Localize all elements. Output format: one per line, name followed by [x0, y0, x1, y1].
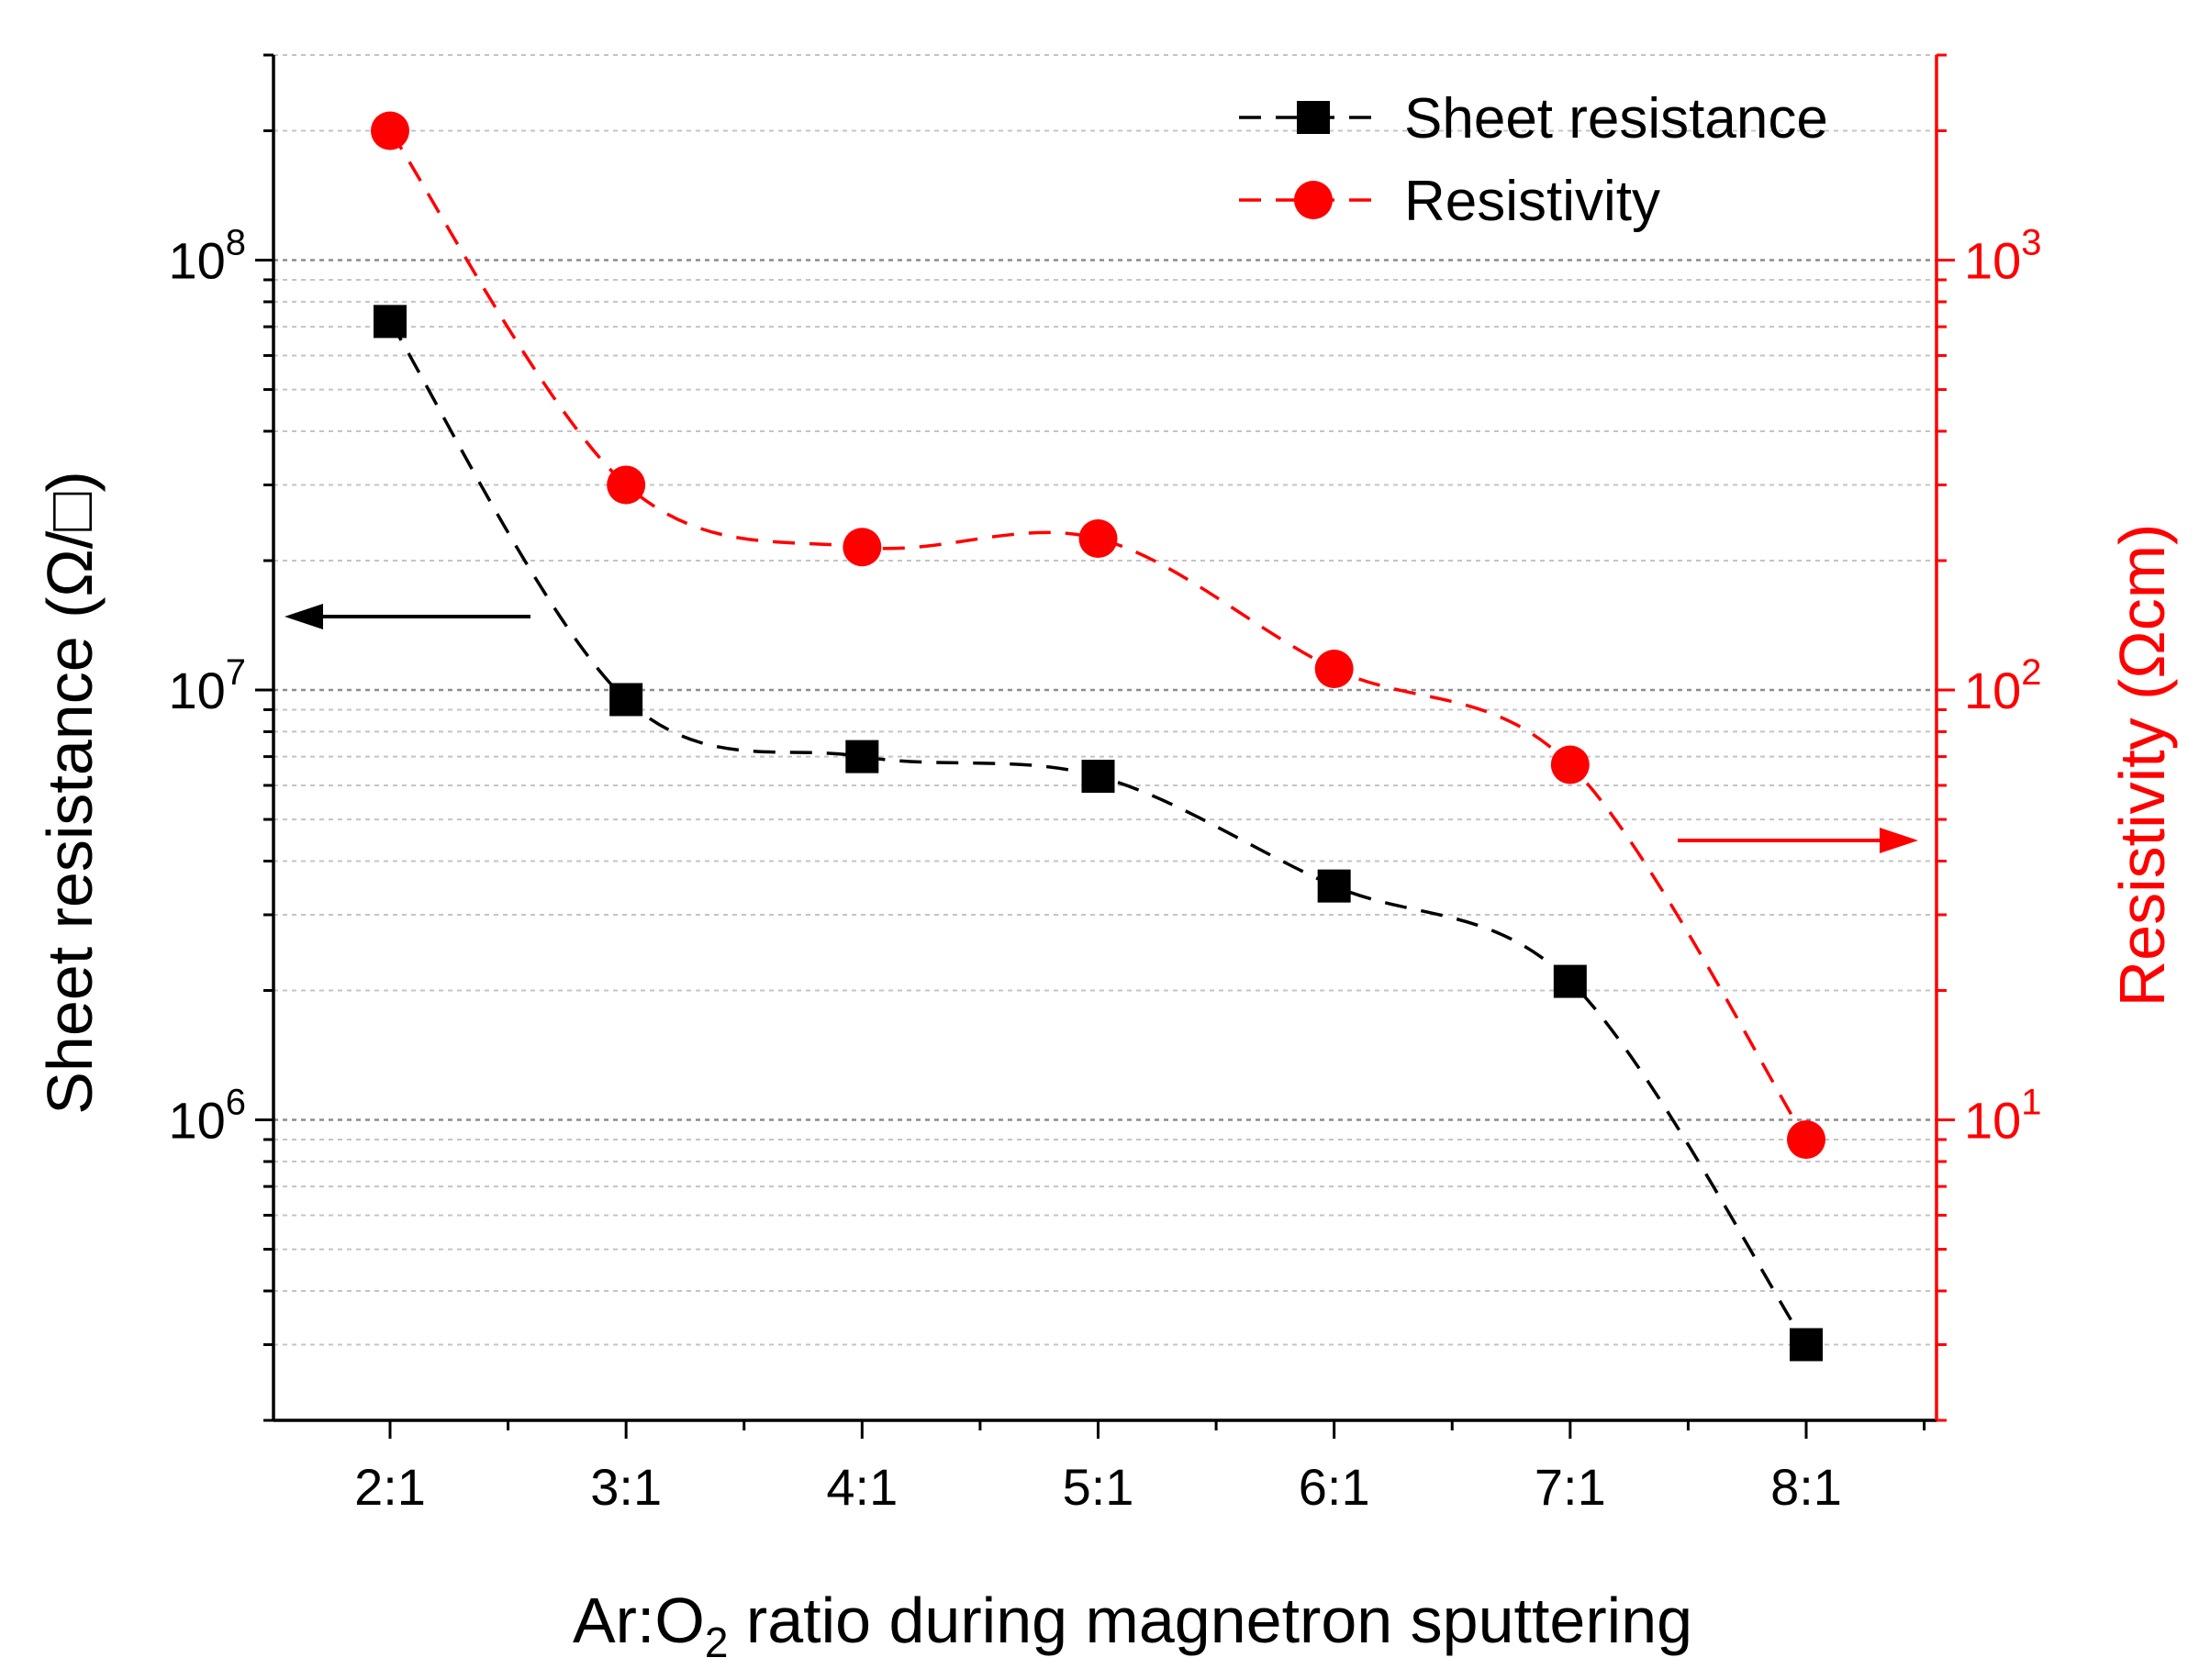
right-tick-label: 101	[1964, 1083, 2042, 1150]
sheet-resistance-point	[609, 683, 643, 717]
x-tick-label: 6:1	[1299, 1458, 1370, 1516]
right-arrow-head	[1880, 828, 1918, 853]
legend-circle-marker	[1294, 181, 1333, 219]
right-tick-label: 102	[1964, 652, 2042, 719]
right-tick-base: 10	[1964, 232, 2021, 290]
x-axis-title-part: ratio during magnetron sputtering	[728, 1585, 1692, 1656]
sheet-resistance-point	[1081, 760, 1115, 794]
sheet-resistance-point	[374, 305, 407, 339]
right-tick-label: 103	[1964, 223, 2042, 290]
right-tick-exponent: 3	[2021, 223, 2041, 263]
resistivity-point	[607, 465, 646, 505]
resistivity-point	[1078, 519, 1118, 559]
resistivity-point	[1787, 1119, 1825, 1159]
left-tick-base: 10	[168, 232, 225, 290]
sheet-resistance-point	[1790, 1328, 1823, 1362]
series-0-line	[388, 320, 1808, 1346]
left-tick-base: 10	[168, 662, 225, 719]
x-tick-label: 5:1	[1063, 1458, 1134, 1516]
series	[371, 111, 1825, 1362]
left-tick-exponent: 7	[226, 652, 246, 693]
gridlines	[273, 54, 1937, 1421]
legend: Sheet resistance Resistivity	[1239, 87, 1828, 233]
sheet-resistance-point	[845, 740, 879, 773]
left-tick-base: 10	[168, 1092, 225, 1150]
resistivity-point	[1314, 649, 1354, 688]
x-tick-label: 3:1	[590, 1458, 662, 1516]
x-axis-title: Ar:O2 ratio during magnetron sputtering	[573, 1585, 1692, 1666]
left-tick-exponent: 6	[226, 1083, 246, 1123]
left-tick-label: 107	[168, 652, 246, 719]
left-tick-label: 106	[168, 1083, 246, 1150]
x-axis-title-subscript: 2	[705, 1619, 729, 1666]
right-tick-base: 10	[1964, 1092, 2021, 1150]
left-arrow-head	[285, 604, 323, 629]
right-tick-exponent: 2	[2021, 652, 2041, 693]
left-tick-label: 108	[168, 223, 246, 290]
x-tick-label: 4:1	[826, 1458, 898, 1516]
legend-label-1: Resistivity	[1404, 170, 1660, 233]
annotations	[285, 604, 1918, 853]
resistivity-point	[843, 528, 882, 567]
x-axis-title-part: Ar:O	[573, 1585, 705, 1656]
resistivity-point	[371, 111, 409, 150]
sheet-resistance-point	[1553, 964, 1587, 998]
right-axis-title: Resistivity (Ωcm)	[2106, 524, 2178, 1007]
legend-square-marker	[1297, 101, 1330, 134]
x-tick-label: 2:1	[354, 1458, 426, 1516]
x-tick-label: 7:1	[1535, 1458, 1606, 1516]
legend-label-0: Sheet resistance	[1404, 87, 1828, 150]
left-tick-exponent: 8	[226, 223, 246, 263]
sheet-resistance-point	[1317, 869, 1351, 903]
left-axis-title: Sheet resistance (Ω/□)	[34, 471, 106, 1115]
x-tick-label: 8:1	[1770, 1458, 1842, 1516]
resistivity-point	[1550, 745, 1590, 784]
right-tick-base: 10	[1964, 662, 2021, 719]
series-1-line	[388, 129, 1808, 1140]
right-tick-exponent: 1	[2021, 1083, 2041, 1123]
